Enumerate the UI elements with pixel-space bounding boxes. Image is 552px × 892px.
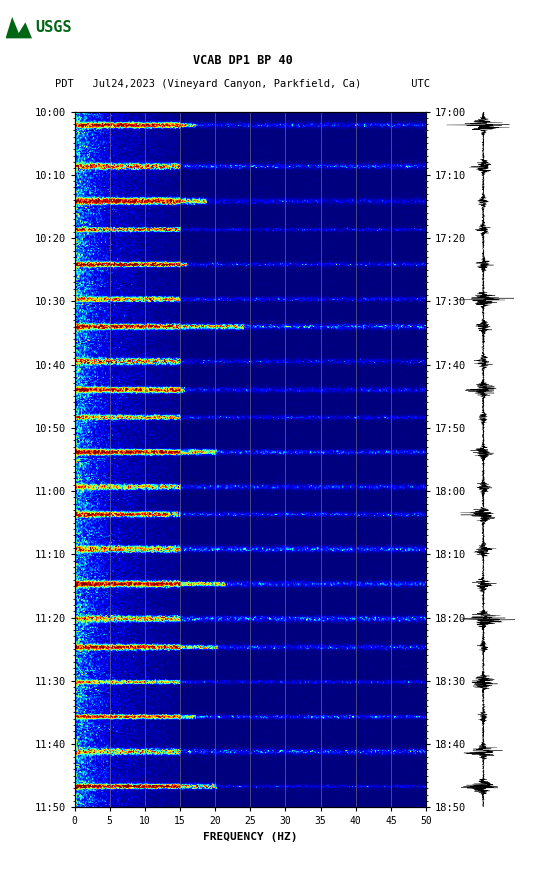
Polygon shape	[6, 17, 32, 38]
Text: USGS: USGS	[35, 21, 72, 35]
X-axis label: FREQUENCY (HZ): FREQUENCY (HZ)	[203, 832, 298, 842]
Text: VCAB DP1 BP 40: VCAB DP1 BP 40	[193, 54, 293, 67]
Text: PDT   Jul24,2023 (Vineyard Canyon, Parkfield, Ca)        UTC: PDT Jul24,2023 (Vineyard Canyon, Parkfie…	[55, 79, 431, 89]
